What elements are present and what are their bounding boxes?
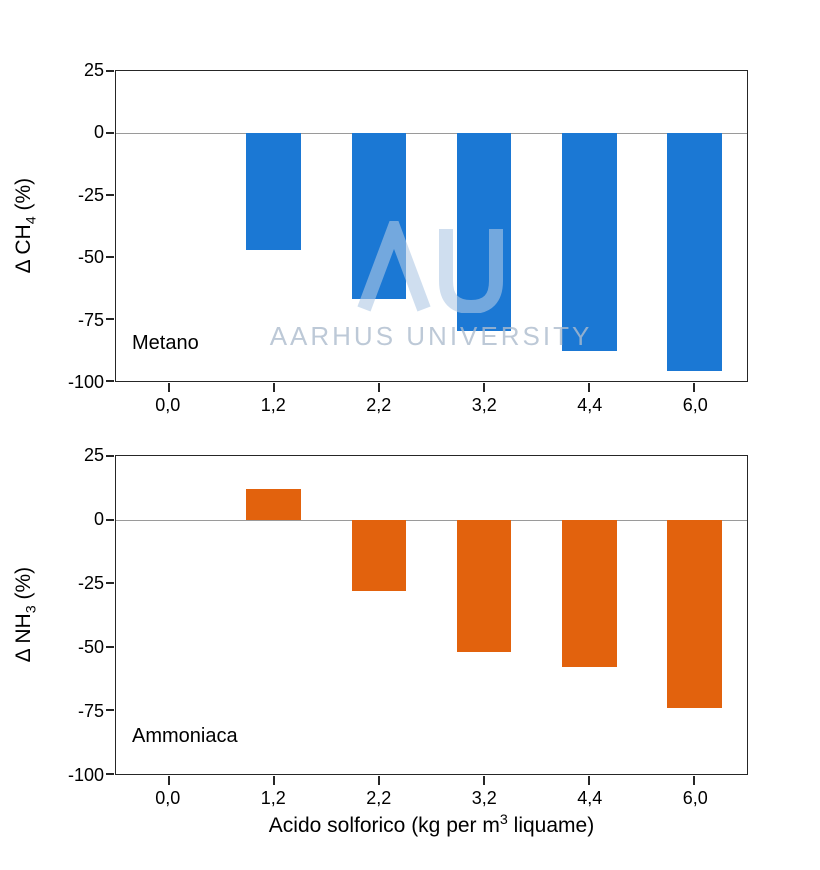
bar-metano-6,0 [667, 133, 722, 372]
y-tick-label--100: -100 [67, 372, 104, 392]
zero-line [116, 519, 747, 521]
bar-ammoniaca-4,4 [561, 519, 617, 668]
y-tick-mark [106, 709, 114, 712]
y-tick-label--50: -50 [77, 247, 104, 268]
nh3-x-axis-ticks: 0,0 1,2 2,2 3,2 4,4 6,0 [115, 783, 748, 811]
x-axis-title-prefix: Acido solforico (kg per m [268, 814, 500, 837]
x-tick-mark [272, 383, 275, 392]
x-tick-mark [693, 776, 696, 785]
y-tick-mark [106, 582, 114, 585]
y-tick-label--25: -25 [77, 184, 104, 205]
y-tick-mark [106, 256, 114, 258]
y-tick-mark [106, 194, 114, 196]
bar-metano-4,4 [561, 133, 617, 352]
x-tick-mark [167, 383, 170, 392]
y-tick-label-0: 0 [93, 509, 104, 529]
y-tick-mark [106, 455, 114, 457]
y-tick-mark [106, 132, 114, 134]
bar-ammoniaca-1,2 [246, 489, 302, 520]
x-tick-mark [377, 383, 380, 392]
methane-plot-area: AARHUS UNIVERSITY Metano [106, 70, 748, 392]
x-axis-title: Acido solforico (kg per m3 liquame) [115, 812, 748, 838]
zero-line [116, 133, 747, 134]
bar-metano-1,2 [246, 133, 302, 250]
ammonia-plot-area: Ammoniaca [106, 455, 748, 785]
bar-ammoniaca-6,0 [667, 519, 722, 708]
y-tick-mark [106, 645, 114, 648]
y-tick-label-25: 25 [83, 60, 104, 80]
ammonia-chart: Δ NH3 (%) 25 0 -25 -50 -75 -100 Ammoniaca 0,0… [0, 430, 820, 810]
y-tick-mark [106, 70, 114, 72]
x-tick-mark [272, 776, 275, 785]
x-tick-mark [377, 776, 380, 785]
x-tick-mark [693, 383, 696, 392]
x-tick-mark [588, 383, 591, 392]
aarhus-watermark: AARHUS UNIVERSITY [256, 221, 606, 352]
ch4-x-axis-ticks: 0,0 1,2 2,2 3,2 4,4 6,0 [115, 390, 748, 418]
x-tick-label-6,0: 6,0 [682, 788, 708, 808]
y-tick-label--100: -100 [67, 765, 104, 785]
bar-ammoniaca-2,2 [351, 519, 407, 591]
y-tick-label-25: 25 [83, 445, 104, 465]
bar-metano-2,2 [351, 133, 407, 300]
x-tick-label-6,0: 6,0 [682, 395, 708, 415]
x-axis-title-suffix: liquame) [507, 814, 595, 837]
x-tick-label-0,0: 0,0 [155, 395, 181, 415]
methane-chart: Δ CH4 (%) 25 0 -25 -50 -75 -100 AARHUS UNIVER… [0, 0, 820, 430]
bar-ammoniaca-3,2 [456, 519, 512, 652]
y-tick-mark [106, 518, 114, 521]
x-tick-label-2,2: 2,2 [366, 395, 392, 415]
y-tick-label--25: -25 [77, 573, 104, 593]
nh3-y-axis-ticks: 25 0 -25 -50 -75 -100 [28, 446, 104, 784]
x-tick-label-0,0: 0,0 [155, 788, 181, 808]
y-tick-mark [106, 773, 114, 775]
x-tick-label-4,4: 4,4 [577, 395, 603, 415]
series-annotation-ammoniaca: Ammoniaca [132, 725, 238, 747]
ch4-y-axis-ticks: 25 0 -25 -50 -75 -100 [28, 61, 104, 391]
x-tick-label-1,2: 1,2 [260, 395, 286, 415]
x-tick-mark [483, 776, 486, 785]
x-tick-label-4,4: 4,4 [577, 788, 603, 808]
x-tick-mark [483, 383, 486, 392]
y-tick-label--50: -50 [77, 637, 104, 657]
y-tick-mark [106, 380, 114, 382]
bar-metano-3,2 [456, 133, 512, 332]
y-tick-label--75: -75 [77, 701, 104, 721]
aarhus-watermark-text: AARHUS UNIVERSITY [269, 321, 593, 351]
x-tick-label-1,2: 1,2 [260, 788, 286, 808]
x-tick-label-2,2: 2,2 [366, 788, 392, 808]
y-tick-mark [106, 318, 114, 320]
x-tick-label-3,2: 3,2 [471, 395, 497, 415]
x-axis-title-superscript: 3 [499, 812, 508, 828]
series-annotation-metano: Metano [132, 332, 199, 354]
y-tick-label--75: -75 [77, 309, 104, 330]
y-tick-label-0: 0 [93, 122, 104, 143]
x-tick-mark [167, 776, 170, 785]
x-tick-mark [588, 776, 591, 785]
x-tick-label-3,2: 3,2 [471, 788, 497, 808]
